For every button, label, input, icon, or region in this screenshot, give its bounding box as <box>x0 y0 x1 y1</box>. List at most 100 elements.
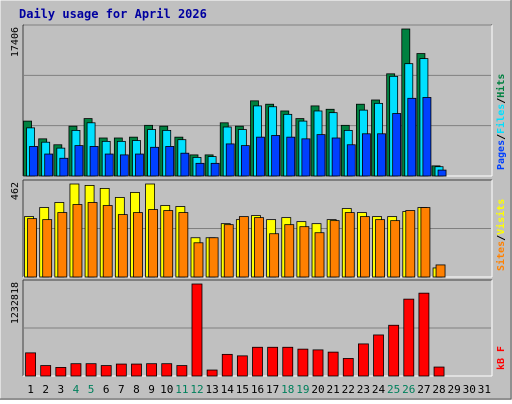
x-tick-label: 23 <box>357 383 370 396</box>
bar-sites-day-8 <box>133 212 143 278</box>
bar-sites-day-26 <box>405 210 416 278</box>
bar-pages-day-22 <box>346 144 356 177</box>
x-tick-label: 15 <box>236 383 249 396</box>
bar-sites-day-28 <box>435 264 446 278</box>
bar-sites-day-22 <box>344 212 355 278</box>
bar-kb-f-day-22 <box>342 358 354 377</box>
bar-sites-day-14 <box>223 224 234 278</box>
x-tick-label: 24 <box>372 383 386 396</box>
x-tick-label: 5 <box>88 383 95 396</box>
bar-sites-day-20 <box>314 232 325 278</box>
legend-entry: Pages <box>496 140 507 170</box>
bar-sites-day-10 <box>163 210 174 278</box>
bar-pages-day-21 <box>331 137 341 177</box>
x-tick-label: 29 <box>448 383 461 396</box>
legend: Sites/Visits <box>495 199 507 271</box>
bar-pages-day-2 <box>44 153 54 177</box>
x-tick-label: 7 <box>118 383 125 396</box>
bar-sites-day-5 <box>87 202 98 278</box>
x-tick-label: 1 <box>27 383 34 396</box>
bar-pages-day-14 <box>225 143 235 177</box>
legend-entry: Files <box>495 104 507 134</box>
bar-kb-f-day-19 <box>297 348 309 377</box>
bar-pages-day-5 <box>89 146 99 177</box>
bar-pages-day-7 <box>119 154 129 177</box>
bar-kb-f-day-15 <box>236 355 248 377</box>
bar-pages-day-26 <box>407 97 417 177</box>
bar-sites-day-18 <box>284 224 295 278</box>
bar-sites-day-16 <box>254 217 264 278</box>
bar-sites-day-9 <box>148 209 158 278</box>
x-tick-label: 6 <box>103 383 110 396</box>
x-tick-label: 19 <box>296 383 309 396</box>
bar-sites-day-27 <box>420 207 431 278</box>
bar-pages-day-25 <box>392 113 402 177</box>
x-tick-label: 16 <box>251 383 264 396</box>
legend-entry: Visits <box>495 199 507 235</box>
bar-kb-f-day-12 <box>191 283 203 377</box>
x-tick-label: 14 <box>221 383 235 396</box>
bar-pages-day-11 <box>180 152 190 177</box>
x-tick-label: 3 <box>58 383 65 396</box>
bar-kb-f-day-1 <box>25 352 36 377</box>
bar-kb-f-day-4 <box>70 363 82 377</box>
bar-sites-day-25 <box>390 220 401 278</box>
bar-kb-f-day-20 <box>312 349 324 377</box>
bar-sites-day-24 <box>375 219 385 278</box>
bar-kb-f-day-24 <box>373 334 384 377</box>
legend-separator: / <box>496 134 507 140</box>
bar-kb-f-day-13 <box>206 369 218 377</box>
x-tick-label: 28 <box>432 383 445 396</box>
legend: Pages/Files/Hits <box>495 74 507 170</box>
bar-pages-day-9 <box>150 146 159 177</box>
x-tick-label: 21 <box>327 383 340 396</box>
y-max-label: 17406 <box>10 27 21 57</box>
x-tick-label: 22 <box>342 383 355 396</box>
x-tick-label: 18 <box>281 383 294 396</box>
bar-pages-day-17 <box>271 135 281 177</box>
bar-sites-day-6 <box>102 205 113 278</box>
legend-separator: / <box>496 235 507 241</box>
legend: kB F <box>496 346 507 370</box>
bar-sites-day-23 <box>360 216 370 278</box>
x-tick-label: 26 <box>402 383 415 396</box>
x-tick-label: 13 <box>205 383 218 396</box>
bar-pages-day-16 <box>256 136 265 177</box>
x-tick-label: 11 <box>175 383 188 396</box>
bar-kb-f-day-10 <box>161 363 173 377</box>
bar-pages-day-13 <box>210 162 220 177</box>
x-tick-label: 8 <box>133 383 140 396</box>
legend-separator: / <box>496 98 507 104</box>
bar-kb-f-day-17 <box>267 346 279 377</box>
bar-sites-day-15 <box>238 216 249 278</box>
bar-sites-day-21 <box>329 220 340 278</box>
bar-pages-day-24 <box>377 133 386 177</box>
chart-title: Daily usage for April 2026 <box>19 7 207 21</box>
x-tick-label: 9 <box>148 383 155 396</box>
bar-kb-f-day-5 <box>85 363 97 377</box>
bar-kb-f-day-6 <box>100 365 112 377</box>
bar-kb-f-day-11 <box>176 365 188 377</box>
bar-kb-f-day-8 <box>131 363 142 377</box>
bar-pages-day-4 <box>74 145 84 177</box>
bar-kb-f-day-23 <box>358 343 369 377</box>
bar-pages-day-6 <box>104 153 114 177</box>
bar-kb-f-day-16 <box>252 346 263 377</box>
bar-kb-f-day-14 <box>221 353 233 377</box>
bar-sites-day-7 <box>117 214 128 278</box>
bar-kb-f-day-25 <box>388 324 400 377</box>
bar-sites-day-4 <box>72 204 83 278</box>
y-max-label: 1232818 <box>10 282 21 324</box>
bar-kb-f-day-26 <box>403 298 415 377</box>
bar-sites-day-19 <box>299 226 310 278</box>
bar-pages-day-27 <box>422 97 432 177</box>
x-tick-label: 2 <box>42 383 49 396</box>
bar-sites-day-12 <box>193 242 204 278</box>
x-tick-label: 10 <box>160 383 173 396</box>
x-tick-label: 30 <box>463 383 476 396</box>
bar-sites-day-13 <box>208 237 219 278</box>
bar-sites-day-1 <box>27 218 37 278</box>
x-tick-label: 31 <box>478 383 491 396</box>
